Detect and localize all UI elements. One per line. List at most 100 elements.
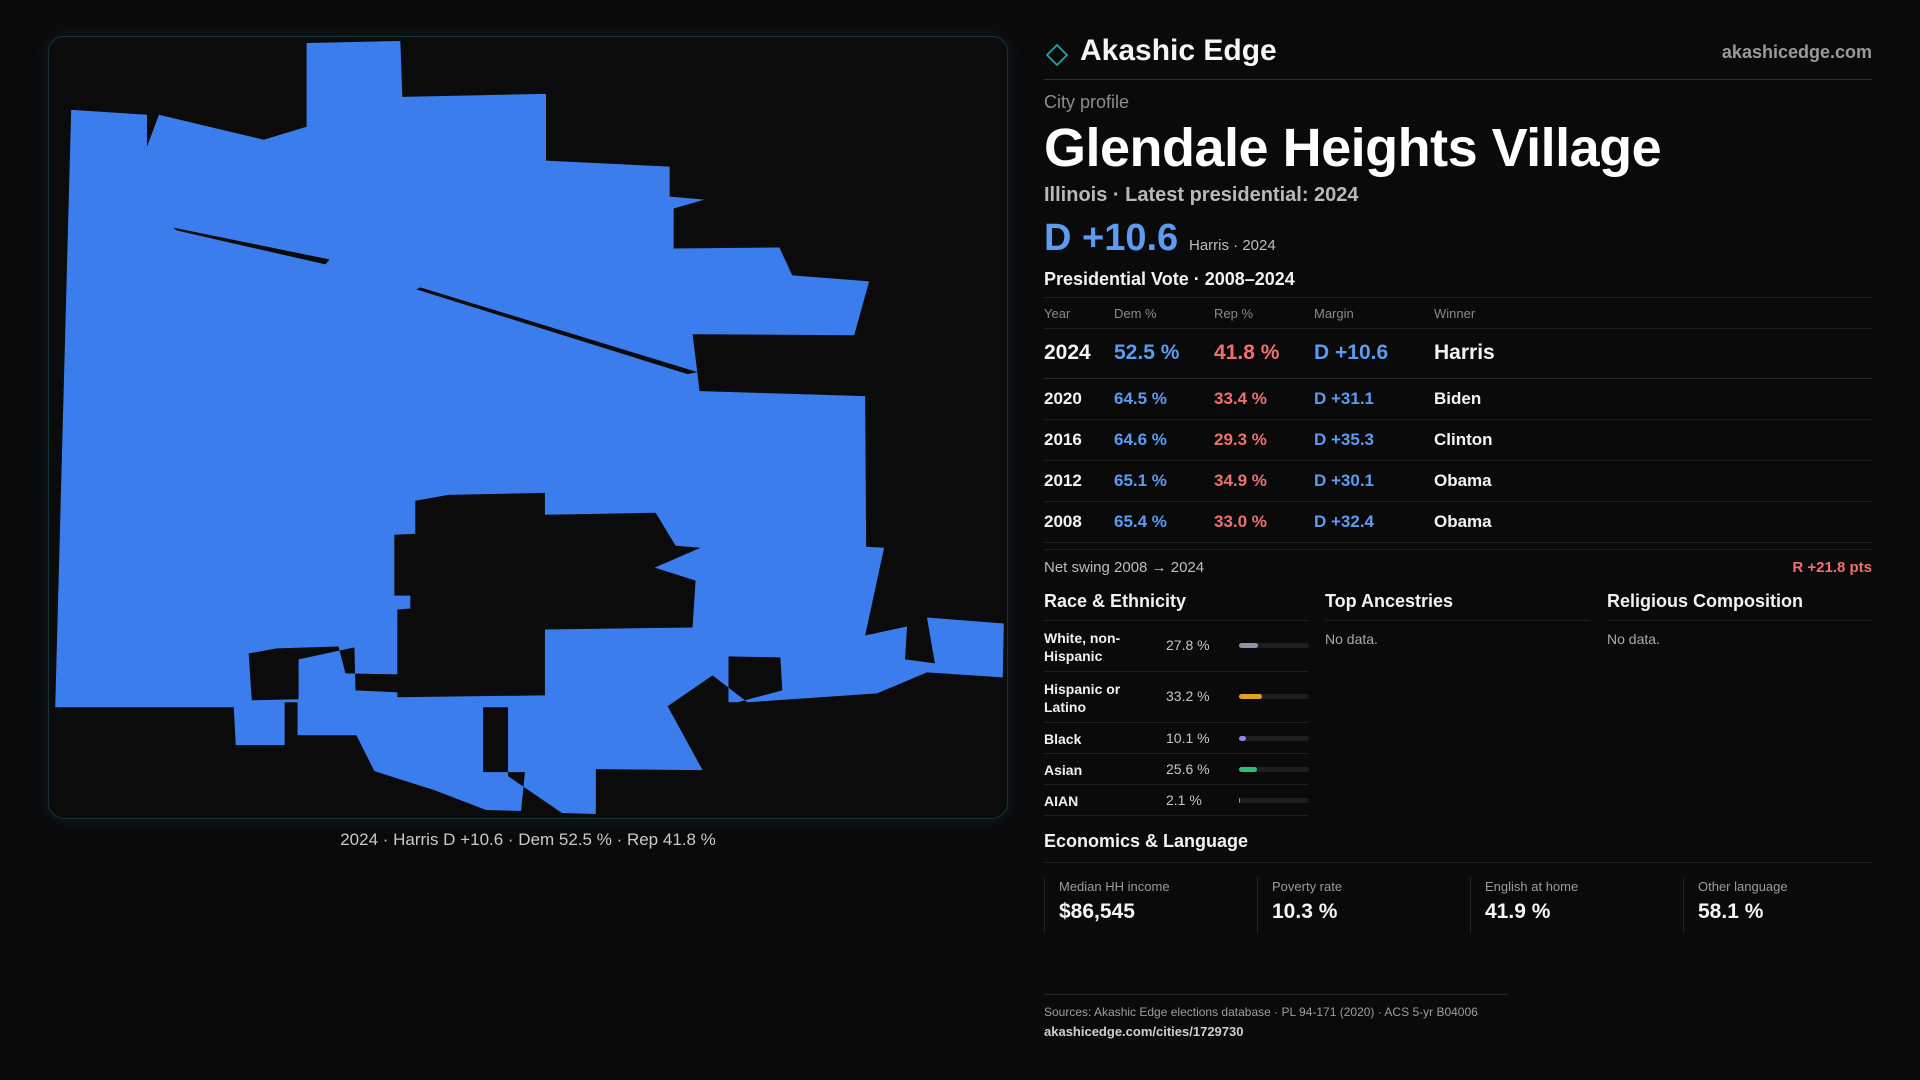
cell-year: 2020 [1044,378,1114,420]
table-header-row: Year Dem % Rep % Margin Winner [1044,298,1872,329]
list-item: Black 10.1 % [1044,723,1309,754]
table-row: 2020 64.5 % 33.4 % D +31.1 Biden [1044,378,1872,420]
race-percent: 27.8 % [1166,636,1210,653]
cell-margin: D +35.3 [1314,419,1434,461]
net-swing-value: R +21.8 pts [1792,558,1872,576]
brand-header: Akashic Edge akashicedge.com [1044,30,1872,80]
race-bar-fill [1239,642,1259,648]
column-header-rep: Rep % [1214,298,1314,329]
latest-margin-note: Harris · 2024 [1189,237,1276,255]
cell-winner: Biden [1434,378,1872,420]
race-bar-fill [1239,735,1247,741]
stat-other-language: Other language 58.1 % [1683,876,1883,933]
stat-value: 10.3 % [1272,899,1338,923]
race-bar-track [1239,797,1309,803]
race-ethnicity-column: Race & Ethnicity White, non-Hispanic 27.… [1044,585,1309,816]
net-swing-row: Net swing 2008 → 2024 R +21.8 pts [1044,548,1872,581]
cell-dem: 65.4 % [1114,501,1214,543]
race-bar-fill [1239,797,1241,803]
column-header-year: Year [1044,298,1114,329]
religion-empty: No data. [1607,630,1660,647]
stat-label: English at home [1485,878,1579,894]
cell-dem: 64.5 % [1114,378,1214,420]
table-row: 2024 52.5 % 41.8 % D +10.6 Harris [1044,328,1872,379]
sources-text: Sources: Akashic Edge elections database… [1044,1005,1478,1019]
religion-column: Religious Composition No data. [1607,585,1872,647]
map-svg [55,40,1004,815]
ancestries-column: Top Ancestries No data. [1325,585,1590,647]
race-percent: 10.1 % [1166,729,1210,746]
column-header-margin: Margin [1314,298,1434,329]
brand-url[interactable]: akashicedge.com [1721,42,1872,62]
race-ethnicity-title: Race & Ethnicity [1044,585,1309,621]
cell-year: 2008 [1044,501,1114,543]
cell-margin: D +31.1 [1314,378,1434,420]
sources-url[interactable]: akashicedge.com/cities/1729730 [1044,1024,1244,1039]
cell-dem: 65.1 % [1114,460,1214,502]
cell-margin: D +30.1 [1314,460,1434,502]
cell-winner: Obama [1434,460,1872,502]
stat-median-income: Median HH income $86,545 [1044,876,1244,933]
sources-footer: Sources: Akashic Edge elections database… [1044,994,1508,1039]
stat-poverty-rate: Poverty rate 10.3 % [1257,876,1457,933]
race-percent: 2.1 % [1166,791,1202,808]
cell-rep: 29.3 % [1214,419,1314,461]
cell-rep: 33.0 % [1214,501,1314,543]
cell-year: 2016 [1044,419,1114,461]
map-caption: 2024 · Harris D +10.6 · Dem 52.5 % · Rep… [340,830,716,849]
cell-winner: Obama [1434,501,1872,543]
cell-dem: 52.5 % [1114,328,1214,379]
latest-margin-value: D +10.6 [1044,217,1179,260]
city-profile-panel: Akashic Edge akashicedge.com City profil… [1044,30,1872,947]
cell-rep: 41.8 % [1214,328,1314,379]
economics-stats: Median HH income $86,545 Poverty rate 10… [1044,876,1872,947]
column-header-dem: Dem % [1114,298,1214,329]
race-bar-fill [1239,693,1263,699]
stat-label: Median HH income [1059,878,1170,894]
cell-winner: Harris [1434,328,1872,379]
race-bar-track [1239,766,1309,772]
table-row: 2012 65.1 % 34.9 % D +30.1 Obama [1044,460,1872,502]
ancestries-title: Top Ancestries [1325,585,1590,621]
stat-value: 41.9 % [1485,899,1551,923]
cell-dem: 64.6 % [1114,419,1214,461]
race-label: Hispanic or Latino [1044,680,1121,715]
race-label: White, non-Hispanic [1044,629,1121,664]
race-percent: 25.6 % [1166,760,1210,777]
cell-year: 2024 [1044,328,1114,379]
cell-winner: Clinton [1434,419,1872,461]
stat-label: Other language [1698,878,1788,894]
race-percent: 33.2 % [1166,687,1210,704]
table-row: 2008 65.4 % 33.0 % D +32.4 Obama [1044,501,1872,543]
page-kicker: City profile [1044,92,1130,112]
table-row: 2016 64.6 % 29.3 % D +35.3 Clinton [1044,419,1872,461]
list-item: White, non-Hispanic 27.8 % [1044,621,1309,672]
demographics-section: Race & Ethnicity White, non-Hispanic 27.… [1044,585,1872,825]
brand-name[interactable]: Akashic Edge [1080,34,1277,67]
cell-rep: 34.9 % [1214,460,1314,502]
race-bar-fill [1239,766,1257,772]
race-bar-track [1239,642,1309,648]
ancestries-empty: No data. [1325,630,1378,647]
stat-value: $86,545 [1059,899,1135,923]
diamond-outline-icon [1046,44,1068,66]
cell-rep: 33.4 % [1214,378,1314,420]
column-header-winner: Winner [1434,298,1872,329]
latest-margin: D +10.6 Harris · 2024 [1044,217,1872,261]
page-subtitle: Illinois · Latest presidential: 2024 [1044,184,1359,207]
presidential-vote-table: Year Dem % Rep % Margin Winner 2024 52.5… [1044,298,1872,543]
page-title: Glendale Heights Village [1044,118,1662,178]
race-bar-track [1239,735,1309,741]
race-bar-track [1239,693,1309,699]
stat-value: 58.1 % [1698,899,1764,923]
race-label: Black [1044,730,1082,747]
net-swing-label: Net swing 2008 → 2024 [1044,558,1205,576]
stat-label: Poverty rate [1272,878,1343,894]
presidential-vote-title: Presidential Vote · 2008–2024 [1044,269,1872,299]
religion-title: Religious Composition [1607,585,1872,621]
list-item: AIAN 2.1 % [1044,785,1309,816]
city-boundary-map[interactable] [48,36,1008,819]
cell-margin: D +10.6 [1314,328,1434,379]
city-boundary-shape[interactable] [55,40,1004,815]
list-item: Asian 25.6 % [1044,754,1309,785]
